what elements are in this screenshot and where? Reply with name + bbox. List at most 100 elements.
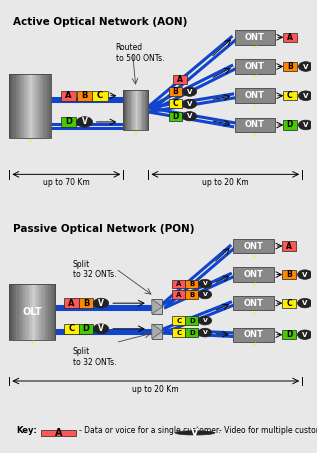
Bar <box>44 73 47 138</box>
Text: ⚡: ⚡ <box>27 139 32 145</box>
Text: V: V <box>302 332 307 337</box>
Bar <box>24 73 26 138</box>
FancyBboxPatch shape <box>283 91 297 101</box>
Bar <box>44 284 46 340</box>
Circle shape <box>183 111 197 121</box>
Text: ONT: ONT <box>243 299 263 308</box>
Bar <box>16 73 18 138</box>
Text: - Video for multiple customers.: - Video for multiple customers. <box>219 426 317 435</box>
Text: Routed
to 500 ONTs.: Routed to 500 ONTs. <box>116 43 164 63</box>
Bar <box>11 73 14 138</box>
Text: A: A <box>287 33 293 42</box>
Bar <box>23 284 26 340</box>
Bar <box>10 73 51 138</box>
Bar <box>21 284 23 340</box>
Bar <box>30 284 33 340</box>
Bar <box>145 90 146 130</box>
Text: C: C <box>176 330 181 336</box>
Bar <box>38 73 41 138</box>
Text: B: B <box>286 270 292 279</box>
Text: up to 20 Km: up to 20 Km <box>203 178 249 188</box>
Bar <box>133 90 135 130</box>
Bar <box>142 90 144 130</box>
FancyBboxPatch shape <box>93 91 108 101</box>
Text: V: V <box>187 89 192 95</box>
FancyBboxPatch shape <box>173 75 187 84</box>
Bar <box>22 73 24 138</box>
Text: V: V <box>302 272 307 278</box>
Bar <box>20 73 22 138</box>
Bar <box>123 90 125 130</box>
FancyBboxPatch shape <box>235 30 275 44</box>
FancyBboxPatch shape <box>283 62 297 71</box>
Bar <box>130 90 131 130</box>
Bar <box>14 284 16 340</box>
Bar <box>139 90 140 130</box>
Bar <box>135 90 136 130</box>
Text: - Data or voice for a single customer.: - Data or voice for a single customer. <box>79 426 221 435</box>
Bar <box>12 284 14 340</box>
Circle shape <box>183 99 197 109</box>
Bar <box>123 90 148 130</box>
FancyBboxPatch shape <box>64 324 79 333</box>
Text: C: C <box>286 299 292 308</box>
Bar <box>143 90 145 130</box>
Text: V: V <box>81 117 87 126</box>
Text: Split
to 32 ONTs.: Split to 32 ONTs. <box>73 347 116 367</box>
FancyBboxPatch shape <box>152 299 163 314</box>
Text: V: V <box>203 318 207 323</box>
Polygon shape <box>152 324 163 339</box>
Bar <box>34 73 36 138</box>
FancyBboxPatch shape <box>172 290 185 299</box>
FancyBboxPatch shape <box>64 299 79 308</box>
Text: ONT: ONT <box>245 120 265 130</box>
Text: ONT: ONT <box>243 241 263 251</box>
Text: ⚡: ⚡ <box>252 45 257 51</box>
Text: C: C <box>97 91 103 100</box>
Bar <box>14 73 16 138</box>
Circle shape <box>198 290 212 299</box>
Circle shape <box>298 299 312 308</box>
Circle shape <box>198 328 212 337</box>
Bar <box>10 284 12 340</box>
Text: ONT: ONT <box>243 330 263 339</box>
Text: Key:: Key: <box>16 426 37 435</box>
FancyBboxPatch shape <box>282 299 296 308</box>
FancyBboxPatch shape <box>77 91 92 101</box>
Bar <box>132 90 134 130</box>
Bar <box>127 90 129 130</box>
Bar <box>53 284 55 340</box>
Bar <box>131 90 133 130</box>
Bar <box>26 73 28 138</box>
Text: ⚡: ⚡ <box>252 133 257 139</box>
Circle shape <box>298 270 312 280</box>
Bar <box>141 90 142 130</box>
Text: B: B <box>173 87 178 96</box>
Bar <box>28 284 30 340</box>
Circle shape <box>77 117 93 127</box>
FancyBboxPatch shape <box>233 239 274 253</box>
Circle shape <box>299 91 313 101</box>
Bar <box>16 284 19 340</box>
FancyBboxPatch shape <box>233 328 274 342</box>
Text: B: B <box>287 62 293 71</box>
Text: D: D <box>287 120 293 130</box>
Text: ⚡: ⚡ <box>252 104 257 110</box>
Text: C: C <box>176 318 181 323</box>
Text: ⚡: ⚡ <box>251 254 256 260</box>
Bar <box>30 73 32 138</box>
FancyBboxPatch shape <box>233 267 274 282</box>
Text: D: D <box>189 330 195 336</box>
Text: D: D <box>189 318 195 323</box>
Text: ⚡: ⚡ <box>133 130 138 137</box>
Text: V: V <box>98 324 104 333</box>
FancyBboxPatch shape <box>235 118 275 132</box>
Text: B: B <box>83 299 89 308</box>
Circle shape <box>299 62 313 72</box>
Text: C: C <box>287 91 293 100</box>
FancyBboxPatch shape <box>185 328 198 337</box>
FancyBboxPatch shape <box>282 330 296 339</box>
Bar <box>32 284 35 340</box>
Text: V: V <box>203 292 207 297</box>
Text: C: C <box>68 324 74 333</box>
